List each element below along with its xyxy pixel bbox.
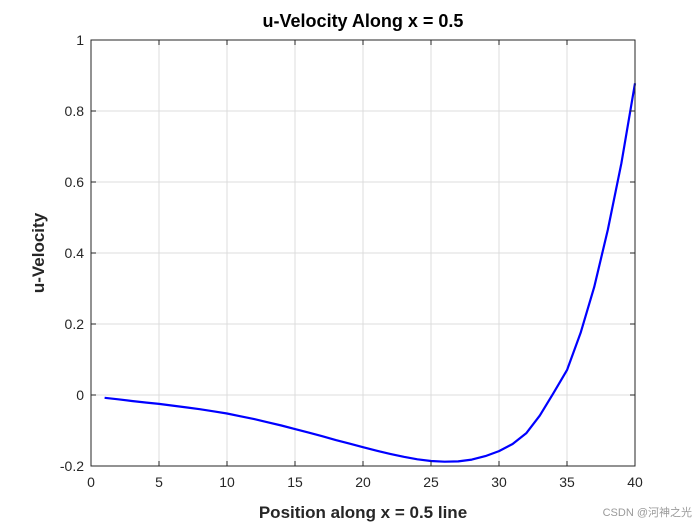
x-tick-label: 10 bbox=[219, 474, 235, 490]
watermark: CSDN @河神之光 bbox=[603, 505, 692, 519]
y-tick-label: 0 bbox=[76, 387, 84, 403]
x-tick-label: 15 bbox=[287, 474, 303, 490]
y-tick-label: 0.8 bbox=[65, 103, 85, 119]
x-tick-label: 35 bbox=[559, 474, 575, 490]
grid bbox=[91, 40, 635, 466]
x-tick-label: 30 bbox=[491, 474, 507, 490]
x-tick-label: 20 bbox=[355, 474, 371, 490]
x-tick-label: 0 bbox=[87, 474, 95, 490]
y-tick-label: 0.4 bbox=[65, 245, 85, 261]
x-tick-label: 40 bbox=[627, 474, 643, 490]
x-tick-label: 25 bbox=[423, 474, 439, 490]
series-line bbox=[105, 83, 635, 461]
y-axis-label: u-Velocity bbox=[29, 212, 48, 293]
y-tick-label: 0.6 bbox=[65, 174, 85, 190]
chart-title: u-Velocity Along x = 0.5 bbox=[263, 11, 464, 31]
y-tick-label: -0.2 bbox=[60, 458, 84, 474]
y-tick-label: 0.2 bbox=[65, 316, 85, 332]
series-layer bbox=[105, 83, 635, 461]
x-tick-label: 5 bbox=[155, 474, 163, 490]
y-tick-label: 1 bbox=[76, 32, 84, 48]
x-axis-label: Position along x = 0.5 line bbox=[259, 503, 467, 522]
